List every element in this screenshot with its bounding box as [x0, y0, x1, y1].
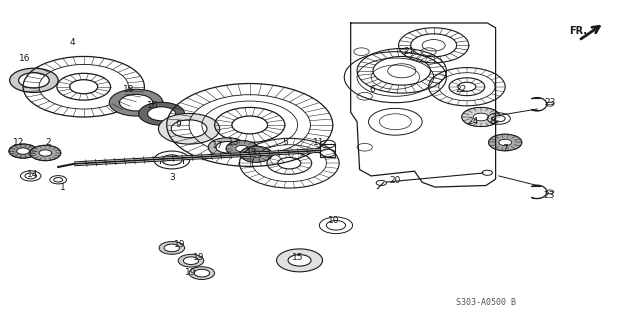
Circle shape	[462, 108, 500, 126]
Circle shape	[276, 249, 323, 272]
Circle shape	[172, 120, 207, 138]
Text: 4: 4	[69, 38, 75, 47]
Text: 17: 17	[212, 141, 223, 150]
Circle shape	[488, 134, 522, 151]
Text: 23: 23	[544, 98, 556, 107]
Circle shape	[164, 244, 179, 252]
Text: 23: 23	[543, 190, 554, 200]
Text: 21: 21	[404, 47, 415, 56]
Text: 9: 9	[175, 120, 181, 130]
Circle shape	[183, 257, 198, 265]
Text: 13: 13	[246, 148, 257, 156]
Circle shape	[326, 220, 346, 230]
Circle shape	[240, 146, 272, 162]
Circle shape	[250, 151, 262, 157]
Text: 8: 8	[490, 117, 495, 126]
Circle shape	[19, 73, 49, 88]
Circle shape	[54, 178, 63, 182]
Circle shape	[216, 141, 239, 153]
Circle shape	[499, 139, 511, 146]
Circle shape	[17, 148, 29, 154]
Text: 5: 5	[282, 138, 288, 147]
Circle shape	[236, 145, 248, 152]
Text: 1: 1	[60, 183, 65, 192]
Circle shape	[25, 173, 36, 179]
Bar	[320, 144, 335, 157]
Text: 3: 3	[169, 173, 175, 182]
Text: 19: 19	[185, 268, 196, 277]
Text: 20: 20	[390, 176, 401, 185]
Circle shape	[288, 255, 311, 266]
Circle shape	[194, 269, 209, 277]
Text: 6: 6	[369, 85, 375, 94]
Text: 16: 16	[147, 101, 159, 110]
Circle shape	[189, 267, 214, 279]
Text: 13: 13	[228, 138, 239, 147]
Text: 19: 19	[193, 253, 204, 262]
Circle shape	[473, 113, 488, 121]
Circle shape	[492, 116, 505, 122]
Circle shape	[178, 254, 204, 267]
Circle shape	[159, 242, 184, 254]
Text: 18: 18	[123, 85, 134, 94]
Circle shape	[208, 138, 246, 157]
Circle shape	[109, 89, 163, 116]
Text: 15: 15	[292, 253, 303, 262]
Text: 12: 12	[13, 138, 24, 147]
Circle shape	[30, 145, 61, 161]
Text: 16: 16	[19, 53, 31, 62]
Circle shape	[9, 144, 37, 158]
Circle shape	[148, 107, 175, 121]
Text: 19: 19	[173, 240, 185, 249]
Text: 2: 2	[45, 138, 51, 147]
Text: 22: 22	[455, 85, 466, 94]
Circle shape	[39, 150, 52, 156]
Text: 7: 7	[502, 144, 508, 153]
Text: 14: 14	[27, 170, 38, 179]
Text: FR.: FR.	[569, 26, 587, 36]
Circle shape	[162, 155, 182, 165]
Circle shape	[226, 140, 258, 156]
Circle shape	[120, 94, 153, 111]
Text: S303-A0500 B: S303-A0500 B	[456, 298, 516, 307]
Circle shape	[10, 68, 58, 92]
Text: 10: 10	[328, 216, 340, 225]
Text: 24: 24	[468, 117, 479, 126]
Text: 11: 11	[313, 138, 324, 147]
Circle shape	[159, 114, 220, 144]
Circle shape	[139, 102, 184, 125]
